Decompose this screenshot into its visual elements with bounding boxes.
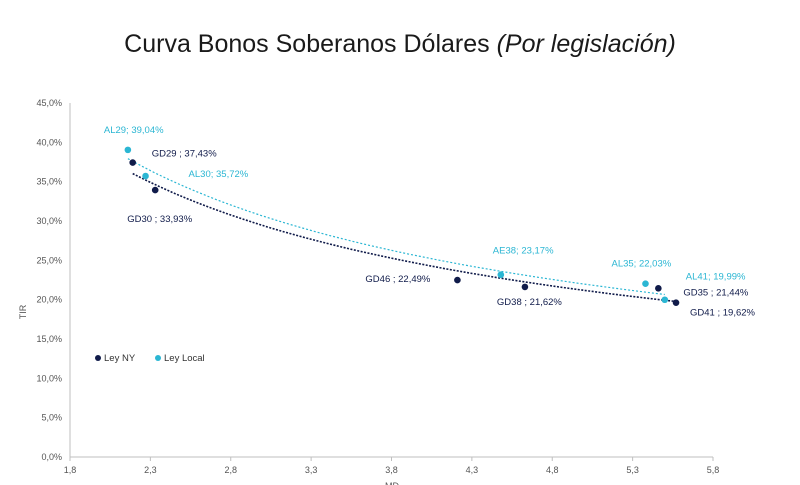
legend-marker [95,355,101,361]
chart-title: Curva Bonos Soberanos Dólares (Por legis… [0,30,800,59]
data-label: GD41 ; 19,62% [690,308,756,319]
data-point [661,296,669,304]
data-point [142,172,149,180]
data-point [672,299,680,306]
x-tick-label: 5,3 [626,465,639,475]
trendline-ley-local [127,158,665,296]
y-tick-label: 30,0% [36,216,62,226]
data-label: GD29 ; 37,43% [152,149,218,160]
data-label: GD46 ; 22,49% [365,274,431,285]
x-tick-label: 4,8 [546,465,559,475]
data-labels: GD29 ; 37,43% GD30 ; 33,93% GD46 ; 22,49% G… [104,125,756,319]
x-tick-label: 5,8 [707,465,720,475]
x-tick-label: 3,8 [385,465,398,475]
data-point [124,146,132,154]
y-tick-label: 10,0% [36,373,62,383]
x-tick-label: 1,8 [64,465,77,475]
data-point [642,280,649,287]
y-tick-label: 15,0% [36,334,62,344]
y-axis-label: TIR [18,304,28,319]
y-tick-label: 25,0% [36,255,62,265]
x-tick-label: 2,3 [144,465,157,475]
data-point [151,186,159,194]
y-tick-label: 45,0% [36,98,62,108]
y-tick-label: 20,0% [36,295,62,305]
data-label: GD30 ; 33,93% [127,214,193,225]
data-point [521,283,529,291]
data-points [124,146,680,306]
chart-axes: 0,0% 5,0% 10,0% 15,0% 20,0% 25,0% 30,0% 35,0% 40… [18,98,719,485]
x-axis-label: MD [385,481,399,485]
data-label: AL41; 19,99% [686,272,746,283]
data-label: GD38 ; 21,62% [497,297,563,308]
chart-title-main: Curva Bonos Soberanos Dólares [124,30,490,58]
y-tick-label: 40,0% [36,137,62,147]
x-tick-label: 4,3 [466,465,479,475]
trendlines [127,158,677,303]
y-tick-label: 35,0% [36,177,62,187]
data-label: AL30; 35,72% [189,169,249,180]
data-point [655,285,662,292]
chart-title-sub: (Por legislación) [496,30,676,58]
legend-marker [155,355,161,361]
legend-label: Ley Local [164,353,205,364]
trendline-ley-ny [132,172,677,303]
y-tick-label: 5,0% [41,413,62,423]
x-tick-label: 3,3 [305,465,318,475]
data-point [454,276,461,284]
data-label: AE38; 23,17% [493,246,554,257]
x-tick-label: 2,8 [224,465,237,475]
data-point [497,271,505,279]
data-label: AL29; 39,04% [104,125,164,136]
legend-label: Ley NY [104,353,136,364]
data-label: GD35 ; 21,44% [683,287,749,298]
legend: Ley NY Ley Local [95,353,205,364]
data-point [129,159,136,166]
data-label: AL35; 22,03% [611,259,671,270]
y-tick-label: 0,0% [41,452,62,462]
